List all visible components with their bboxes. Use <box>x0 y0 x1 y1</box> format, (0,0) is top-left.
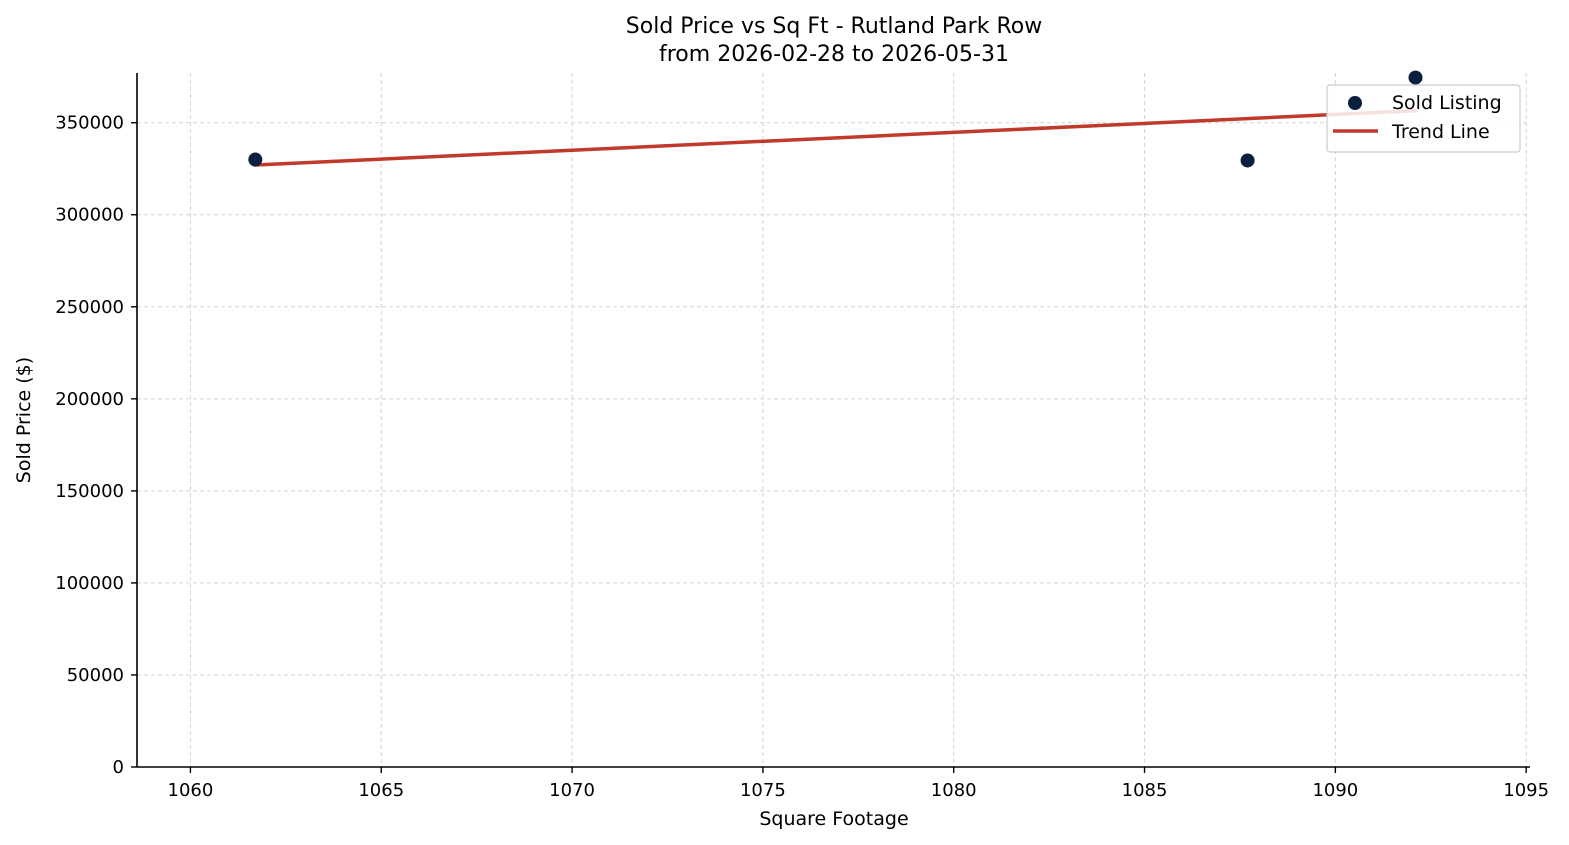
legend: Sold Listing Trend Line <box>1326 84 1521 153</box>
chart-title-line-1: Sold Price vs Sq Ft - Rutland Park Row <box>626 14 1042 39</box>
legend-box <box>1326 84 1521 153</box>
y-tick-label-0: 0 <box>113 757 124 778</box>
x-tick-label-1070: 1070 <box>549 780 595 801</box>
series-layer <box>248 70 1423 168</box>
x-axis-label: Square Footage <box>759 808 908 830</box>
y-tick-label-250000: 250000 <box>55 297 124 318</box>
y-tick-label-350000: 350000 <box>55 113 124 134</box>
trend-line <box>253 108 1418 167</box>
y-tick-label-100000: 100000 <box>55 573 124 594</box>
y-tick-label-300000: 300000 <box>55 205 124 226</box>
chart-title-line-2: from 2026-02-28 to 2026-05-31 <box>659 42 1009 67</box>
y-tick-label-150000: 150000 <box>55 481 124 502</box>
grid <box>137 73 1530 768</box>
x-axis-ticks: 1060 1065 1070 1075 1080 1085 1090 1095 <box>168 767 1549 801</box>
y-tick-label-200000: 200000 <box>55 389 124 410</box>
x-tick-label-1085: 1085 <box>1122 780 1168 801</box>
x-tick-label-1095: 1095 <box>1503 780 1549 801</box>
data-point-1 <box>248 152 263 167</box>
data-point-2 <box>1240 153 1255 168</box>
legend-marker-sold-listing <box>1348 96 1362 110</box>
x-tick-label-1090: 1090 <box>1312 780 1358 801</box>
legend-label-sold-listing: Sold Listing <box>1392 92 1502 114</box>
x-tick-label-1065: 1065 <box>358 780 404 801</box>
y-axis-ticks: 0 50000 100000 150000 200000 250000 300000 3500… <box>55 113 137 778</box>
x-tick-label-1080: 1080 <box>931 780 977 801</box>
x-tick-label-1060: 1060 <box>168 780 214 801</box>
y-tick-label-50000: 50000 <box>67 665 124 686</box>
x-tick-label-1075: 1075 <box>740 780 786 801</box>
data-point-3 <box>1408 70 1423 85</box>
legend-label-trend-line: Trend Line <box>1391 121 1490 143</box>
y-axis-label: Sold Price ($) <box>13 357 35 483</box>
